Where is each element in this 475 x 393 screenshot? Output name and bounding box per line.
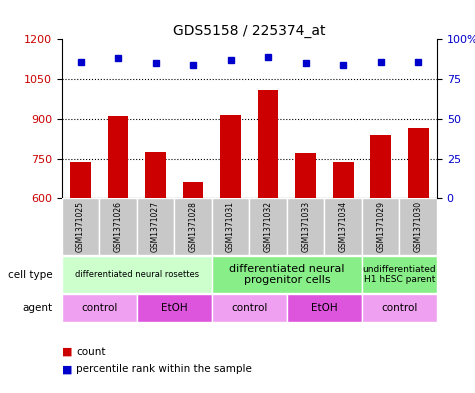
- Bar: [220, 115, 241, 198]
- Text: cell type: cell type: [8, 270, 53, 279]
- Bar: [249, 198, 287, 255]
- Bar: [137, 198, 174, 255]
- Text: GSM1371025: GSM1371025: [76, 201, 85, 252]
- Text: GSM1371034: GSM1371034: [339, 201, 348, 252]
- Bar: [212, 294, 287, 322]
- Text: percentile rank within the sample: percentile rank within the sample: [76, 364, 252, 375]
- Text: differentiated neural rosettes: differentiated neural rosettes: [75, 270, 199, 279]
- Bar: [258, 90, 278, 198]
- Text: EtOH: EtOH: [161, 303, 188, 313]
- Bar: [399, 198, 437, 255]
- Bar: [62, 256, 212, 293]
- Bar: [62, 294, 137, 322]
- Text: GSM1371031: GSM1371031: [226, 201, 235, 252]
- Text: GSM1371029: GSM1371029: [376, 201, 385, 252]
- Text: GSM1371032: GSM1371032: [264, 201, 273, 252]
- Bar: [408, 128, 428, 198]
- Bar: [108, 116, 128, 198]
- Text: ■: ■: [62, 347, 72, 357]
- Text: GSM1371028: GSM1371028: [189, 202, 198, 252]
- Bar: [174, 198, 212, 255]
- Bar: [287, 294, 362, 322]
- Bar: [70, 162, 91, 198]
- Bar: [362, 256, 437, 293]
- Bar: [362, 198, 399, 255]
- Text: control: control: [81, 303, 117, 313]
- Bar: [324, 198, 362, 255]
- Text: EtOH: EtOH: [311, 303, 338, 313]
- Text: differentiated neural
progenitor cells: differentiated neural progenitor cells: [229, 264, 345, 285]
- Bar: [183, 182, 203, 198]
- Bar: [99, 198, 137, 255]
- Text: GSM1371030: GSM1371030: [414, 201, 423, 252]
- Bar: [287, 198, 324, 255]
- Bar: [333, 162, 353, 198]
- Text: count: count: [76, 347, 105, 357]
- Text: control: control: [231, 303, 267, 313]
- Bar: [362, 294, 437, 322]
- Bar: [212, 198, 249, 255]
- Bar: [295, 153, 316, 198]
- Text: GSM1371033: GSM1371033: [301, 201, 310, 252]
- Bar: [62, 198, 99, 255]
- Text: GSM1371026: GSM1371026: [114, 201, 123, 252]
- Bar: [370, 135, 391, 198]
- Text: control: control: [381, 303, 418, 313]
- Text: GSM1371027: GSM1371027: [151, 201, 160, 252]
- Title: GDS5158 / 225374_at: GDS5158 / 225374_at: [173, 24, 326, 38]
- Bar: [137, 294, 212, 322]
- Text: ■: ■: [62, 364, 72, 375]
- Text: agent: agent: [23, 303, 53, 313]
- Bar: [212, 256, 362, 293]
- Text: undifferentiated
H1 hESC parent: undifferentiated H1 hESC parent: [363, 265, 436, 284]
- Bar: [145, 152, 166, 198]
